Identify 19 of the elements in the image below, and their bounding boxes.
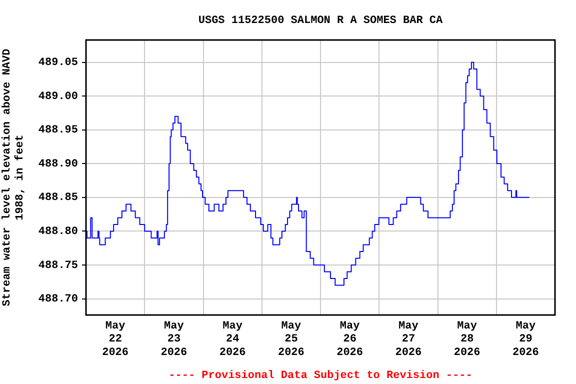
x-tick-label: May 23 2026 [160,320,188,359]
y-tick-label: 488.80 [38,226,78,238]
y-tick-label: 488.90 [38,158,78,170]
y-tick-label: 489.00 [38,90,78,103]
y-tick-label: 489.05 [38,57,78,70]
x-tick-label: May 29 2026 [512,320,539,359]
x-tick-label: May 24 2026 [219,320,246,359]
y-tick-label: 488.85 [38,192,78,204]
chart-title: USGS 11522500 SALMON R A SOMES BAR CA [198,14,444,27]
x-tick-label: May 26 2026 [336,320,364,359]
y-tick-label: 488.75 [38,260,78,272]
y-axis-title: Stream water level elevation above NAVD 1988, in feet [1,48,27,306]
y-tick-label: 488.95 [38,124,78,137]
y-tick-label: 488.70 [38,294,78,306]
x-tick-label: May 28 2026 [454,320,480,359]
x-tick-label: May 27 2026 [395,320,422,359]
text: ---- Provisional Data Subject to Revision ---- [168,370,472,382]
x-tick-label: May 22 2026 [102,320,129,359]
x-tick-label: May 25 2026 [278,320,304,359]
